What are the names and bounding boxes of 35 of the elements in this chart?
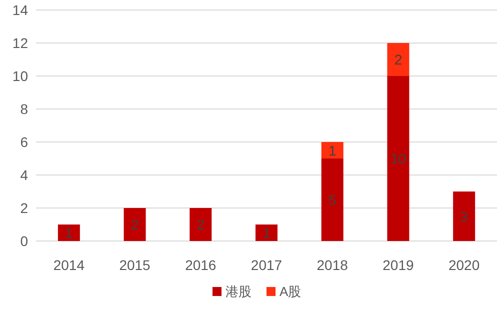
data-label: 1 [262,224,271,241]
data-label: 1 [65,224,74,241]
x-tick-label: 2015 [119,257,151,273]
x-tick-label: 2019 [382,257,414,273]
y-tick-label: 14 [12,2,28,18]
x-tick-label: 2020 [448,257,480,273]
y-tick-label: 4 [20,167,28,183]
y-tick-label: 2 [20,200,28,216]
x-tick-label: 2018 [316,257,348,273]
data-label: 10 [390,150,406,166]
bar [58,224,80,241]
data-label: 3 [460,208,468,224]
bar [321,142,344,158]
bar [321,158,344,241]
bar [190,208,212,241]
data-label: 2 [196,216,205,232]
x-tick-label: 2014 [53,257,85,273]
legend-label: A股 [280,284,302,299]
legend-label: 港股 [226,284,252,299]
bar [387,43,410,76]
data-label: 2 [130,216,139,232]
x-tick-label: 2017 [250,257,282,273]
x-tick-label: 2016 [185,257,216,273]
bar [387,76,410,241]
data-label: 1 [328,142,336,158]
bar [124,208,146,241]
data-label: 2 [394,52,402,68]
y-tick-label: 12 [12,35,28,51]
y-tick-label: 8 [20,101,28,117]
y-tick-label: 6 [20,134,28,150]
data-label: 5 [328,192,336,208]
bar [453,192,476,241]
y-tick-label: 0 [20,233,28,249]
bar [256,224,278,241]
y-tick-label: 10 [12,68,28,84]
